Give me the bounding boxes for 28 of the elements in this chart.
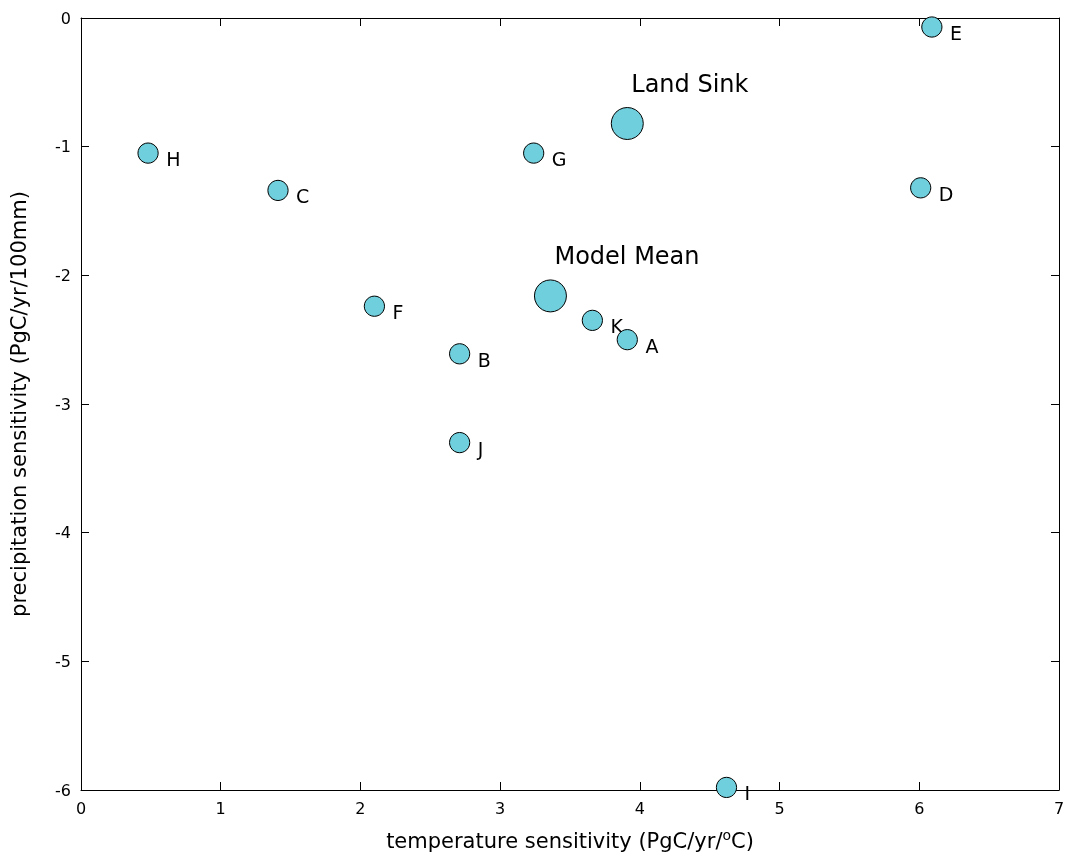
- x-tick-label: 3: [495, 798, 506, 818]
- x-tick-label: 6: [914, 798, 925, 818]
- y-tick-label: 0: [60, 8, 71, 28]
- annotation: J: [476, 437, 484, 460]
- x-tick-label: 1: [215, 798, 226, 818]
- annotation: G: [551, 148, 567, 171]
- y-tick-label: -2: [55, 265, 71, 285]
- annotation: H: [166, 148, 181, 171]
- y-tick-label: -6: [55, 780, 71, 800]
- y-tick-label: -1: [55, 137, 71, 157]
- annotation: Model Mean: [554, 241, 700, 270]
- x-tick-label: 0: [75, 798, 87, 818]
- x-tick-label: 7: [1053, 798, 1065, 818]
- annotation: A: [645, 334, 659, 357]
- annotation: B: [477, 348, 491, 371]
- annotation: E: [949, 22, 962, 45]
- annotation: K: [610, 315, 624, 338]
- annotation: D: [938, 182, 954, 205]
- annotation: C: [296, 185, 310, 208]
- y-tick-label: -4: [55, 523, 71, 543]
- x-tick-label: 2: [355, 798, 366, 818]
- annotation: Land Sink: [631, 69, 749, 98]
- x-tick-label: 4: [634, 798, 645, 818]
- annotation: F: [392, 301, 404, 324]
- y-tick-label: -5: [55, 651, 71, 671]
- x-tick-label: 5: [774, 798, 785, 818]
- y-tick-label: -3: [55, 394, 71, 414]
- y-axis-title: precipitation sensitivity (PgC/yr/100mm): [6, 191, 31, 617]
